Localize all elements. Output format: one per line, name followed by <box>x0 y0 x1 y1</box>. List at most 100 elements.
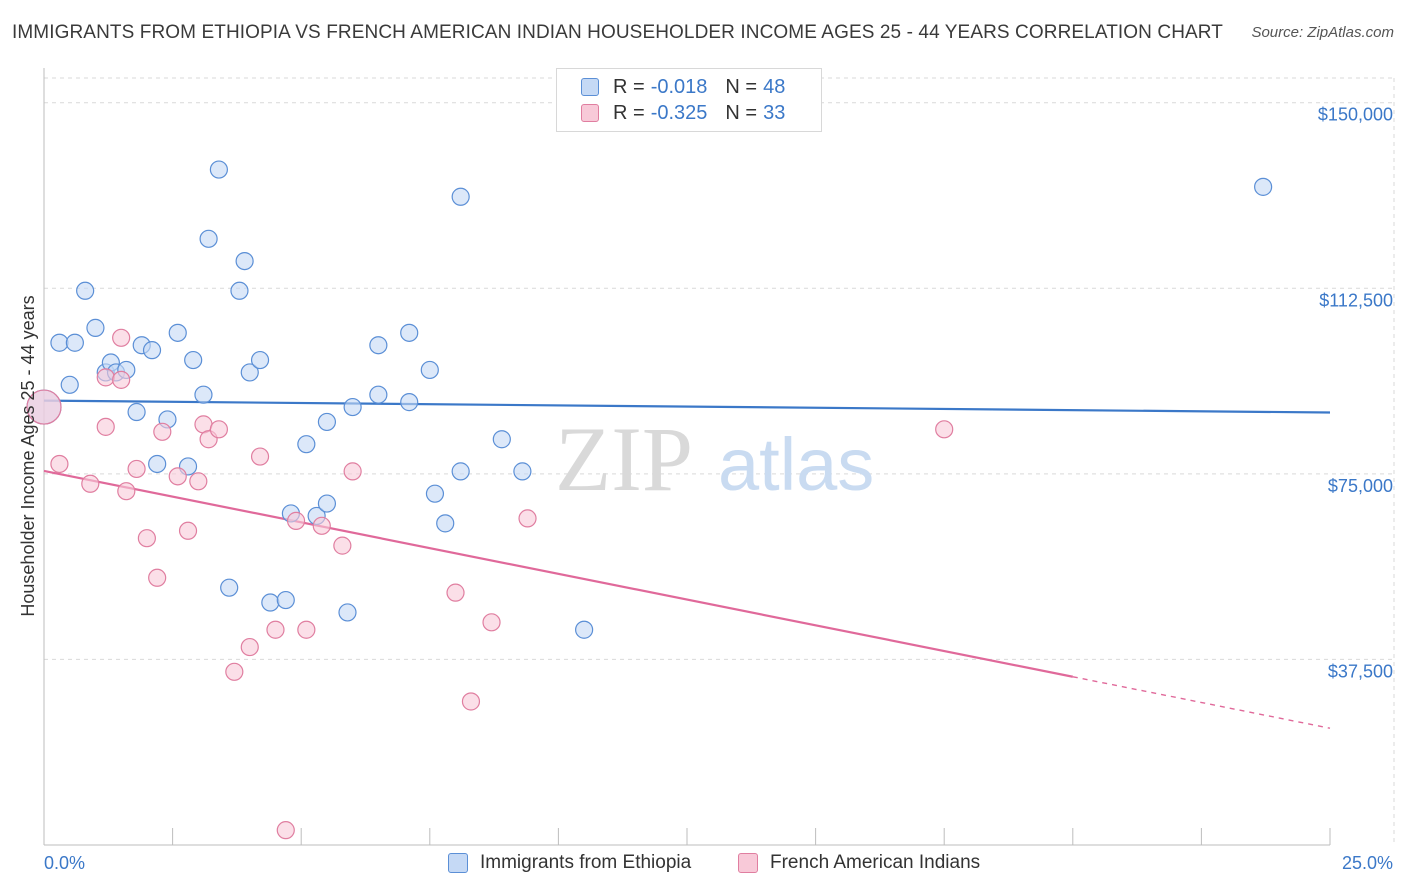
point-french-american-indian <box>266 620 285 639</box>
point-ethiopia <box>400 323 419 342</box>
point-ethiopia <box>400 393 419 412</box>
data-points <box>26 160 1273 840</box>
point-ethiopia <box>317 412 337 432</box>
legend-swatch-pink <box>738 853 758 873</box>
axes <box>43 68 1331 846</box>
point-french-american-indian <box>117 482 136 501</box>
r-value: -0.325 <box>650 101 708 124</box>
point-french-american-indian <box>333 536 352 555</box>
legend-row-ethiopia: R = -0.018 N = 48 <box>581 74 785 100</box>
point-ethiopia <box>127 402 146 422</box>
point-ethiopia <box>194 385 213 404</box>
point-ethiopia <box>276 590 295 610</box>
point-ethiopia <box>230 281 249 300</box>
point-ethiopia <box>492 430 511 449</box>
point-ethiopia <box>369 336 388 355</box>
point-ethiopia <box>240 363 259 382</box>
legend-swatch-blue <box>448 853 468 873</box>
x-tick-label-max: 25.0% <box>1342 853 1393 873</box>
point-ethiopia <box>220 578 239 597</box>
y-tick-label: $37,500 <box>1328 661 1393 681</box>
y-tick-label: $150,000 <box>1318 105 1393 125</box>
point-french-american-indian <box>518 509 537 528</box>
point-ethiopia <box>168 323 187 342</box>
point-french-american-indian <box>168 467 187 486</box>
point-ethiopia <box>148 454 167 474</box>
point-french-american-indian <box>50 454 69 474</box>
legend-item-french-american-indians[interactable]: French American Indians <box>738 852 980 874</box>
chart-title: IMMIGRANTS FROM ETHIOPIA VS FRENCH AMERI… <box>12 22 1223 43</box>
point-ethiopia <box>425 484 445 503</box>
point-ethiopia <box>451 187 470 206</box>
r-label: R = <box>613 101 645 124</box>
y-axis-title: Householder Income Ages 25 - 44 years <box>18 295 38 616</box>
legend-row-french-american-indians: R = -0.325 N = 33 <box>581 100 785 126</box>
legend-swatch-blue <box>581 78 599 96</box>
point-french-american-indian <box>112 370 131 389</box>
point-french-american-indian <box>209 420 228 439</box>
point-ethiopia <box>209 160 228 179</box>
point-ethiopia <box>86 318 105 337</box>
point-ethiopia <box>338 603 357 622</box>
point-french-american-indian <box>446 583 465 602</box>
point-ethiopia <box>297 435 316 454</box>
point-french-american-indian <box>153 422 172 441</box>
point-french-american-indian <box>286 511 306 530</box>
axis-labels: $37,500 $75,000 $112,500 $150,000 0.0% 25.0% H… <box>18 105 1393 873</box>
n-value: 33 <box>763 101 786 124</box>
legend-label: Immigrants from Ethiopia <box>480 852 692 873</box>
point-french-american-indian <box>240 637 259 657</box>
point-french-american-indian <box>112 328 131 347</box>
point-ethiopia <box>199 229 218 248</box>
point-ethiopia <box>317 494 337 513</box>
point-french-american-indian <box>96 368 115 387</box>
point-french-american-indian <box>178 521 198 540</box>
point-french-american-indian <box>26 389 62 425</box>
watermark-atlas: atlas <box>718 423 874 506</box>
chart-source: Source: ZipAtlas.com <box>1251 24 1394 41</box>
point-ethiopia <box>369 385 388 404</box>
point-ethiopia <box>451 462 470 481</box>
n-label: N = <box>725 75 758 98</box>
r-label: R = <box>613 75 645 98</box>
point-french-american-indian <box>461 692 481 711</box>
point-ethiopia <box>184 350 203 370</box>
trend-line-ethiopia <box>43 399 1331 414</box>
trend-line-french-american-indian-projection <box>1072 676 1331 729</box>
point-french-american-indian <box>276 821 295 840</box>
series-legend: Immigrants from Ethiopia French American… <box>0 852 1406 878</box>
watermark-zip: ZIP <box>555 408 693 510</box>
point-french-american-indian <box>312 516 331 535</box>
point-french-american-indian <box>96 417 115 436</box>
point-ethiopia <box>50 333 69 352</box>
legend-item-ethiopia[interactable]: Immigrants from Ethiopia <box>448 852 691 874</box>
point-ethiopia <box>420 360 439 380</box>
point-french-american-indian <box>189 472 208 491</box>
point-ethiopia <box>76 281 95 300</box>
point-ethiopia <box>60 375 79 394</box>
n-label: N = <box>725 101 758 124</box>
point-ethiopia <box>65 333 84 352</box>
correlation-legend: R = -0.018 N = 48 R = -0.325 N = 33 <box>556 68 822 132</box>
point-french-american-indian <box>343 462 362 481</box>
point-french-american-indian <box>127 459 146 479</box>
point-ethiopia <box>436 514 455 533</box>
point-ethiopia <box>261 593 280 612</box>
r-value: -0.018 <box>650 75 708 98</box>
legend-swatch-pink <box>581 104 599 122</box>
point-ethiopia <box>1254 177 1273 196</box>
point-ethiopia <box>343 397 362 417</box>
point-french-american-indian <box>250 447 270 466</box>
point-french-american-indian <box>137 529 156 548</box>
point-ethiopia <box>235 251 254 271</box>
point-ethiopia <box>513 462 532 481</box>
point-french-american-indian <box>225 662 244 681</box>
point-french-american-indian <box>81 474 100 493</box>
point-french-american-indian <box>297 620 316 639</box>
x-tick-label-min: 0.0% <box>44 853 85 873</box>
y-tick-label: $112,500 <box>1319 290 1393 310</box>
point-french-american-indian <box>148 568 167 587</box>
trend-line-french-american-indian <box>43 469 1074 678</box>
trend-lines <box>43 399 1331 729</box>
